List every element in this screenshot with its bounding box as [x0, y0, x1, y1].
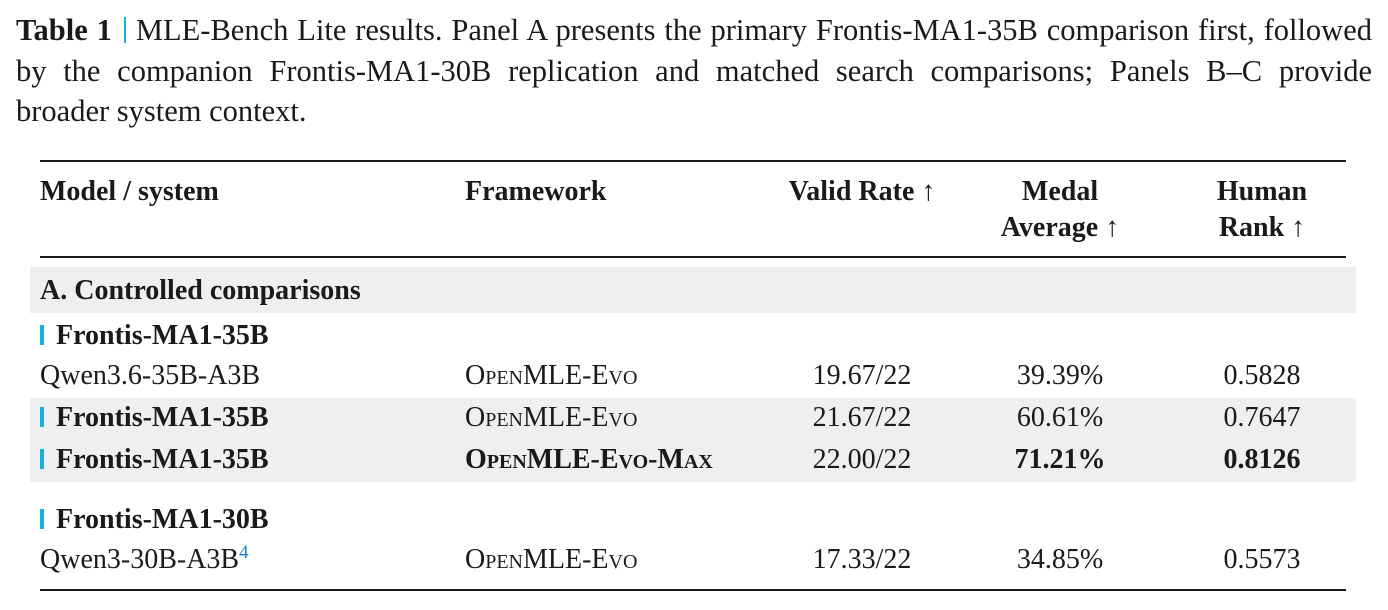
cell: 71.21%: [1014, 444, 1106, 475]
cell: 22.00/22: [812, 444, 912, 475]
cell: 17.33/22: [812, 544, 912, 575]
row-shade: [30, 398, 1356, 482]
cell: 0.5573: [1223, 544, 1301, 575]
header-rule: [40, 256, 1346, 258]
caption: Table 1 MLE-Bench Lite results. Panel A p…: [16, 10, 1372, 132]
section-shade: [30, 267, 1356, 313]
header: Framework: [465, 176, 607, 207]
cell: OpenMLE-Evo: [465, 360, 638, 391]
header: Model / system: [40, 176, 219, 207]
cell: Frontis-MA1-35B: [40, 400, 269, 436]
cell-text: Frontis-MA1-35B: [56, 444, 269, 475]
cell: Frontis-MA1-35B: [40, 442, 269, 478]
header: Medal Average ↑: [1000, 176, 1120, 243]
cell: 0.7647: [1223, 402, 1301, 433]
cell: 60.61%: [1016, 402, 1104, 433]
cell-text: Qwen3-30B-A3B: [40, 544, 240, 575]
group-marker: [40, 509, 44, 529]
cell: OpenMLE-Evo: [465, 544, 638, 575]
group-label-text: Frontis-MA1-35B: [56, 320, 269, 351]
caption-separator: [123, 17, 126, 43]
cell: OpenMLE-Evo-Max: [465, 444, 713, 475]
row-marker: [40, 449, 44, 469]
footnote-mark[interactable]: 4: [239, 542, 249, 563]
caption-text: MLE-Bench Lite results. Panel A presents…: [16, 13, 1372, 128]
group-marker: [40, 325, 44, 345]
cell: 21.67/22: [812, 402, 912, 433]
cell: 0.5828: [1223, 360, 1301, 391]
cell: 0.8126: [1223, 444, 1301, 475]
top-rule: [40, 160, 1346, 162]
header: Valid Rate ↑: [788, 176, 936, 207]
section-title: A. Controlled comparisons: [40, 275, 361, 306]
cell: Qwen3-30B-A3B4: [40, 542, 249, 578]
group-label-text: Frontis-MA1-30B: [56, 504, 269, 535]
group-label: Frontis-MA1-35B: [40, 318, 269, 354]
cell: OpenMLE-Evo: [465, 402, 638, 433]
cell-text: Frontis-MA1-35B: [56, 402, 269, 433]
header: Human Rank ↑: [1216, 176, 1308, 243]
cell: 19.67/22: [812, 360, 912, 391]
cell: Qwen3.6-35B-A3B: [40, 360, 261, 391]
cell: 39.39%: [1016, 360, 1104, 391]
caption-label: Table 1: [16, 13, 112, 47]
bottom-rule: [40, 589, 1346, 591]
cell: 34.85%: [1016, 544, 1104, 575]
row-marker: [40, 407, 44, 427]
group-label: Frontis-MA1-30B: [40, 502, 269, 538]
